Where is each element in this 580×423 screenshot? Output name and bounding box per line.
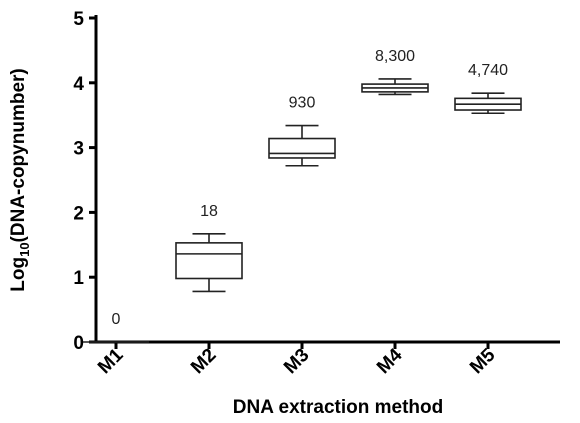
x-tick-label-m5: M5: [466, 344, 500, 378]
iqr-box: [268, 137, 336, 159]
iqr-box: [175, 242, 243, 280]
data-label-m5: 4,740: [468, 62, 508, 79]
y-tick-label-3: 3: [73, 139, 84, 160]
y-tick-label-0: 0: [73, 333, 84, 354]
x-tick-label-m4: M4: [373, 344, 407, 378]
data-label-m1: 0: [112, 311, 121, 328]
box-m5: [454, 92, 522, 115]
data-label-m2: 18: [200, 203, 218, 220]
x-tick-label-m3: M3: [280, 345, 314, 379]
x-ticks: M1 M2 M3 M4 M5: [94, 342, 500, 378]
y-tick-label-5: 5: [73, 9, 84, 30]
box-m4: [361, 78, 429, 96]
y-ticks: 0 1 2 3 4 5: [73, 9, 96, 354]
y-axis-title: Log10(DNA-copynumber): [8, 68, 32, 291]
data-labels: 0 18 930 8,300 4,740: [112, 48, 509, 328]
x-tick-label-m1: M1: [94, 344, 128, 378]
box-m3: [268, 124, 336, 167]
y-tick-label-4: 4: [73, 74, 84, 95]
axes: [94, 15, 560, 344]
data-label-m3: 930: [289, 95, 316, 112]
box-m2: [175, 232, 243, 293]
boxes: [83, 78, 522, 343]
y-tick-label-2: 2: [73, 203, 84, 224]
x-axis-title: DNA extraction method: [233, 397, 443, 418]
y-tick-label-1: 1: [73, 268, 84, 289]
x-tick-label-m2: M2: [187, 345, 221, 379]
data-label-m4: 8,300: [375, 48, 415, 65]
